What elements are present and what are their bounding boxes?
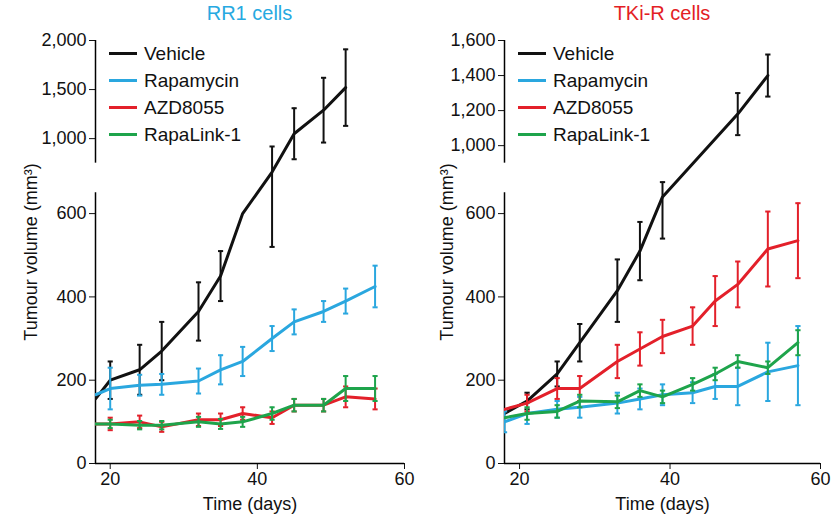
svg-text:20: 20 [100,469,120,489]
svg-text:0: 0 [485,453,495,473]
html-text:TKi-R cells: TKi-R cells [613,2,711,24]
svg-text:1,000: 1,000 [41,128,86,148]
html-text:AZD8055: AZD8055 [553,96,634,118]
svg-text:1,000: 1,000 [450,135,495,155]
svg-text:40: 40 [247,469,267,489]
html-text:RapaLink-1: RapaLink-1 [553,123,651,145]
svg-text:1,500: 1,500 [41,79,86,99]
svg-text:600: 600 [465,203,495,223]
svg-text:Time (days): Time (days) [615,494,709,514]
html-text:Rapamycin: Rapamycin [144,69,239,91]
svg-text:400: 400 [465,287,495,307]
svg-text:2,000: 2,000 [41,30,86,50]
svg-text:60: 60 [810,469,830,489]
svg-text:40: 40 [660,469,680,489]
svg-text:400: 400 [56,287,86,307]
html-text:RR1 cells: RR1 cells [206,2,293,24]
svg-text:200: 200 [465,370,495,390]
svg-text:200: 200 [56,370,86,390]
svg-text:Tumour volume (mm³): Tumour volume (mm³) [437,163,457,340]
svg-text:1,400: 1,400 [450,65,495,85]
html-text:AZD8055: AZD8055 [144,96,225,118]
svg-text:1,200: 1,200 [450,100,495,120]
html-text:Vehicle: Vehicle [144,42,206,64]
svg-text:Tumour volume (mm³): Tumour volume (mm³) [21,163,41,340]
svg-text:1,600: 1,600 [450,30,495,50]
html-text:Rapamycin: Rapamycin [553,69,648,91]
html-text:RapaLink-1: RapaLink-1 [144,123,242,145]
svg-text:20: 20 [510,469,530,489]
svg-text:Time (days): Time (days) [203,494,297,514]
svg-text:0: 0 [76,453,86,473]
html-text:Vehicle: Vehicle [553,42,615,64]
svg-text:60: 60 [394,469,414,489]
svg-text:600: 600 [56,203,86,223]
